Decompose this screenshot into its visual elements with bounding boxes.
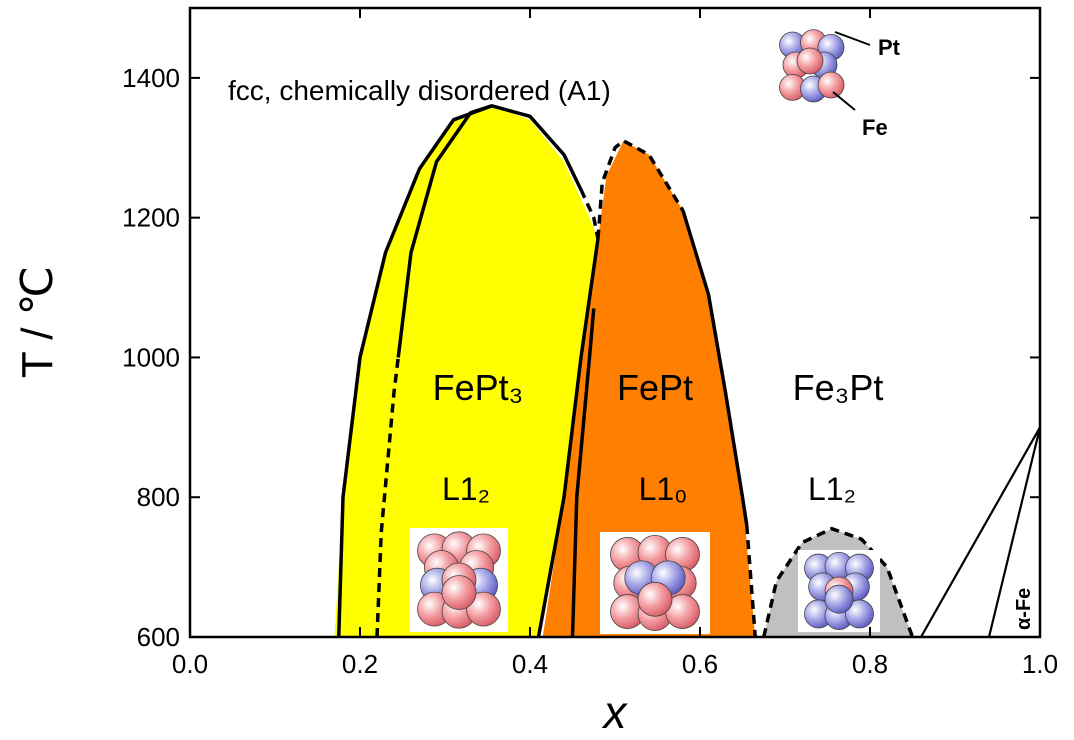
annotation: L1₂: [442, 471, 490, 507]
x-tick-label: 0.0: [172, 649, 208, 679]
y-tick-label: 1200: [122, 203, 180, 233]
atom: [818, 72, 844, 98]
plot-area: fcc, chemically disordered (A1) Pt Fe FePt₃…: [122, 8, 1058, 679]
atom: [442, 575, 476, 609]
x-tick-label: 0.8: [852, 649, 888, 679]
annotation: FePt: [617, 367, 693, 408]
annotation: Pt: [878, 35, 901, 60]
annotation: fcc, chemically disordered (A1): [228, 75, 611, 106]
atom: [797, 48, 823, 74]
x-tick-label: 0.2: [342, 649, 378, 679]
x-tick-label: 0.4: [512, 649, 548, 679]
annotation: L1₂: [808, 471, 856, 507]
chart: fcc, chemically disordered (A1) Pt Fe FePt₃…: [0, 0, 1074, 740]
x-tick-label: 0.6: [682, 649, 718, 679]
y-axis-label: T / ℃: [13, 266, 62, 378]
annotation: Fe: [862, 115, 888, 140]
atom: [825, 585, 853, 613]
y-tick-label: 1400: [122, 63, 180, 93]
y-tick-label: 1000: [122, 342, 180, 372]
annotation: FePt₃: [433, 367, 524, 408]
atom: [638, 582, 672, 616]
x-tick-label: 1.0: [1022, 649, 1058, 679]
annotation: Fe₃Pt: [793, 367, 884, 408]
annotation: L1₀: [639, 471, 688, 507]
y-tick-label: 800: [137, 482, 180, 512]
y-tick-label: 600: [137, 622, 180, 652]
annotation: α-Fe: [1013, 588, 1035, 630]
x-axis-label: x: [602, 686, 629, 738]
